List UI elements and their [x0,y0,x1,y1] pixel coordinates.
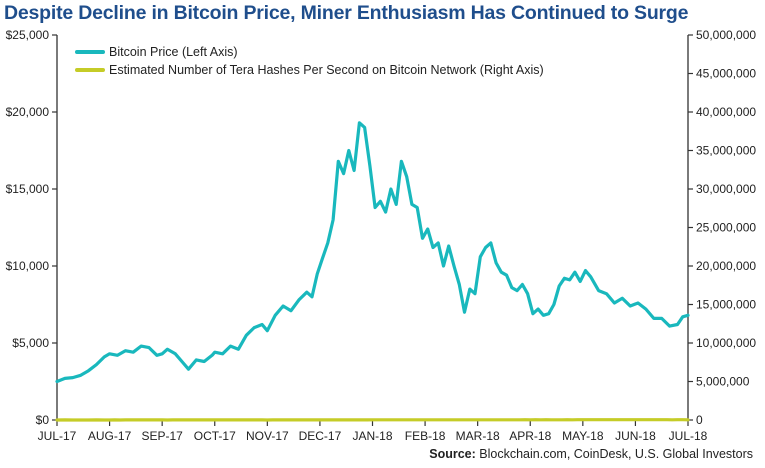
series-line-bitcoin-price [55,121,690,384]
x-axis-tick-label: JUL-17 [38,429,77,443]
axes: $0 $5,000 $10,000 $15,000 $20,000 $25,000 0 5,0… [6,28,757,443]
x-axis-tick-label: OCT-17 [194,429,236,443]
right-axis-tick-label: 20,000,000 [696,259,756,273]
x-axis-tick-label: MAY-18 [562,429,604,443]
left-axis-tick-label: $25,000 [6,28,50,42]
chart-title: Despite Decline in Bitcoin Price, Miner … [4,2,689,24]
left-axis-tick-label: $0 [36,413,50,427]
right-axis-tick-label: 10,000,000 [696,336,756,350]
source-label: Source: [429,447,476,461]
right-axis-tick-label: 50,000,000 [696,28,756,42]
x-axis-tick-label: JUN-18 [615,429,656,443]
right-axis-tick-label: 25,000,000 [696,221,756,235]
right-axis-tick-label: 5,000,000 [696,375,750,389]
right-axis-tick-label: 35,000,000 [696,144,756,158]
right-axis-tick-label: 15,000,000 [696,298,756,312]
x-axis-tick-label: AUG-17 [88,429,132,443]
x-axis-tick-label: SEP-17 [141,429,183,443]
x-axis-tick-label: MAR-18 [456,429,500,443]
x-axis-tick-label: APR-18 [509,429,551,443]
legend-label-hash-rate: Estimated Number of Tera Hashes Per Seco… [109,63,544,77]
left-axis-tick-label: $15,000 [6,182,50,196]
legend: Bitcoin Price (Left Axis) Estimated Numb… [75,45,544,77]
left-axis-tick-label: $20,000 [6,105,50,119]
right-axis-tick-label: 30,000,000 [696,182,756,196]
right-axis-tick-label: 0 [696,413,703,427]
series-layer [55,121,690,422]
legend-label-bitcoin-price: Bitcoin Price (Left Axis) [109,45,238,59]
x-axis-tick-label: JAN-18 [352,429,392,443]
right-axis-tick-label: 45,000,000 [696,67,756,81]
x-axis-tick-label: FEB-18 [405,429,446,443]
source-text: Blockchain.com, CoinDesk, U.S. Global In… [479,447,753,461]
x-axis-tick-label: NOV-17 [246,429,289,443]
source-note: Source: Blockchain.com, CoinDesk, U.S. G… [429,447,753,461]
x-axis-tick-label: DEC-17 [299,429,342,443]
right-axis-tick-label: 40,000,000 [696,105,756,119]
left-axis-tick-label: $5,000 [12,336,49,350]
left-axis-tick-label: $10,000 [6,259,50,273]
x-axis-tick-label: JUL-18 [669,429,708,443]
